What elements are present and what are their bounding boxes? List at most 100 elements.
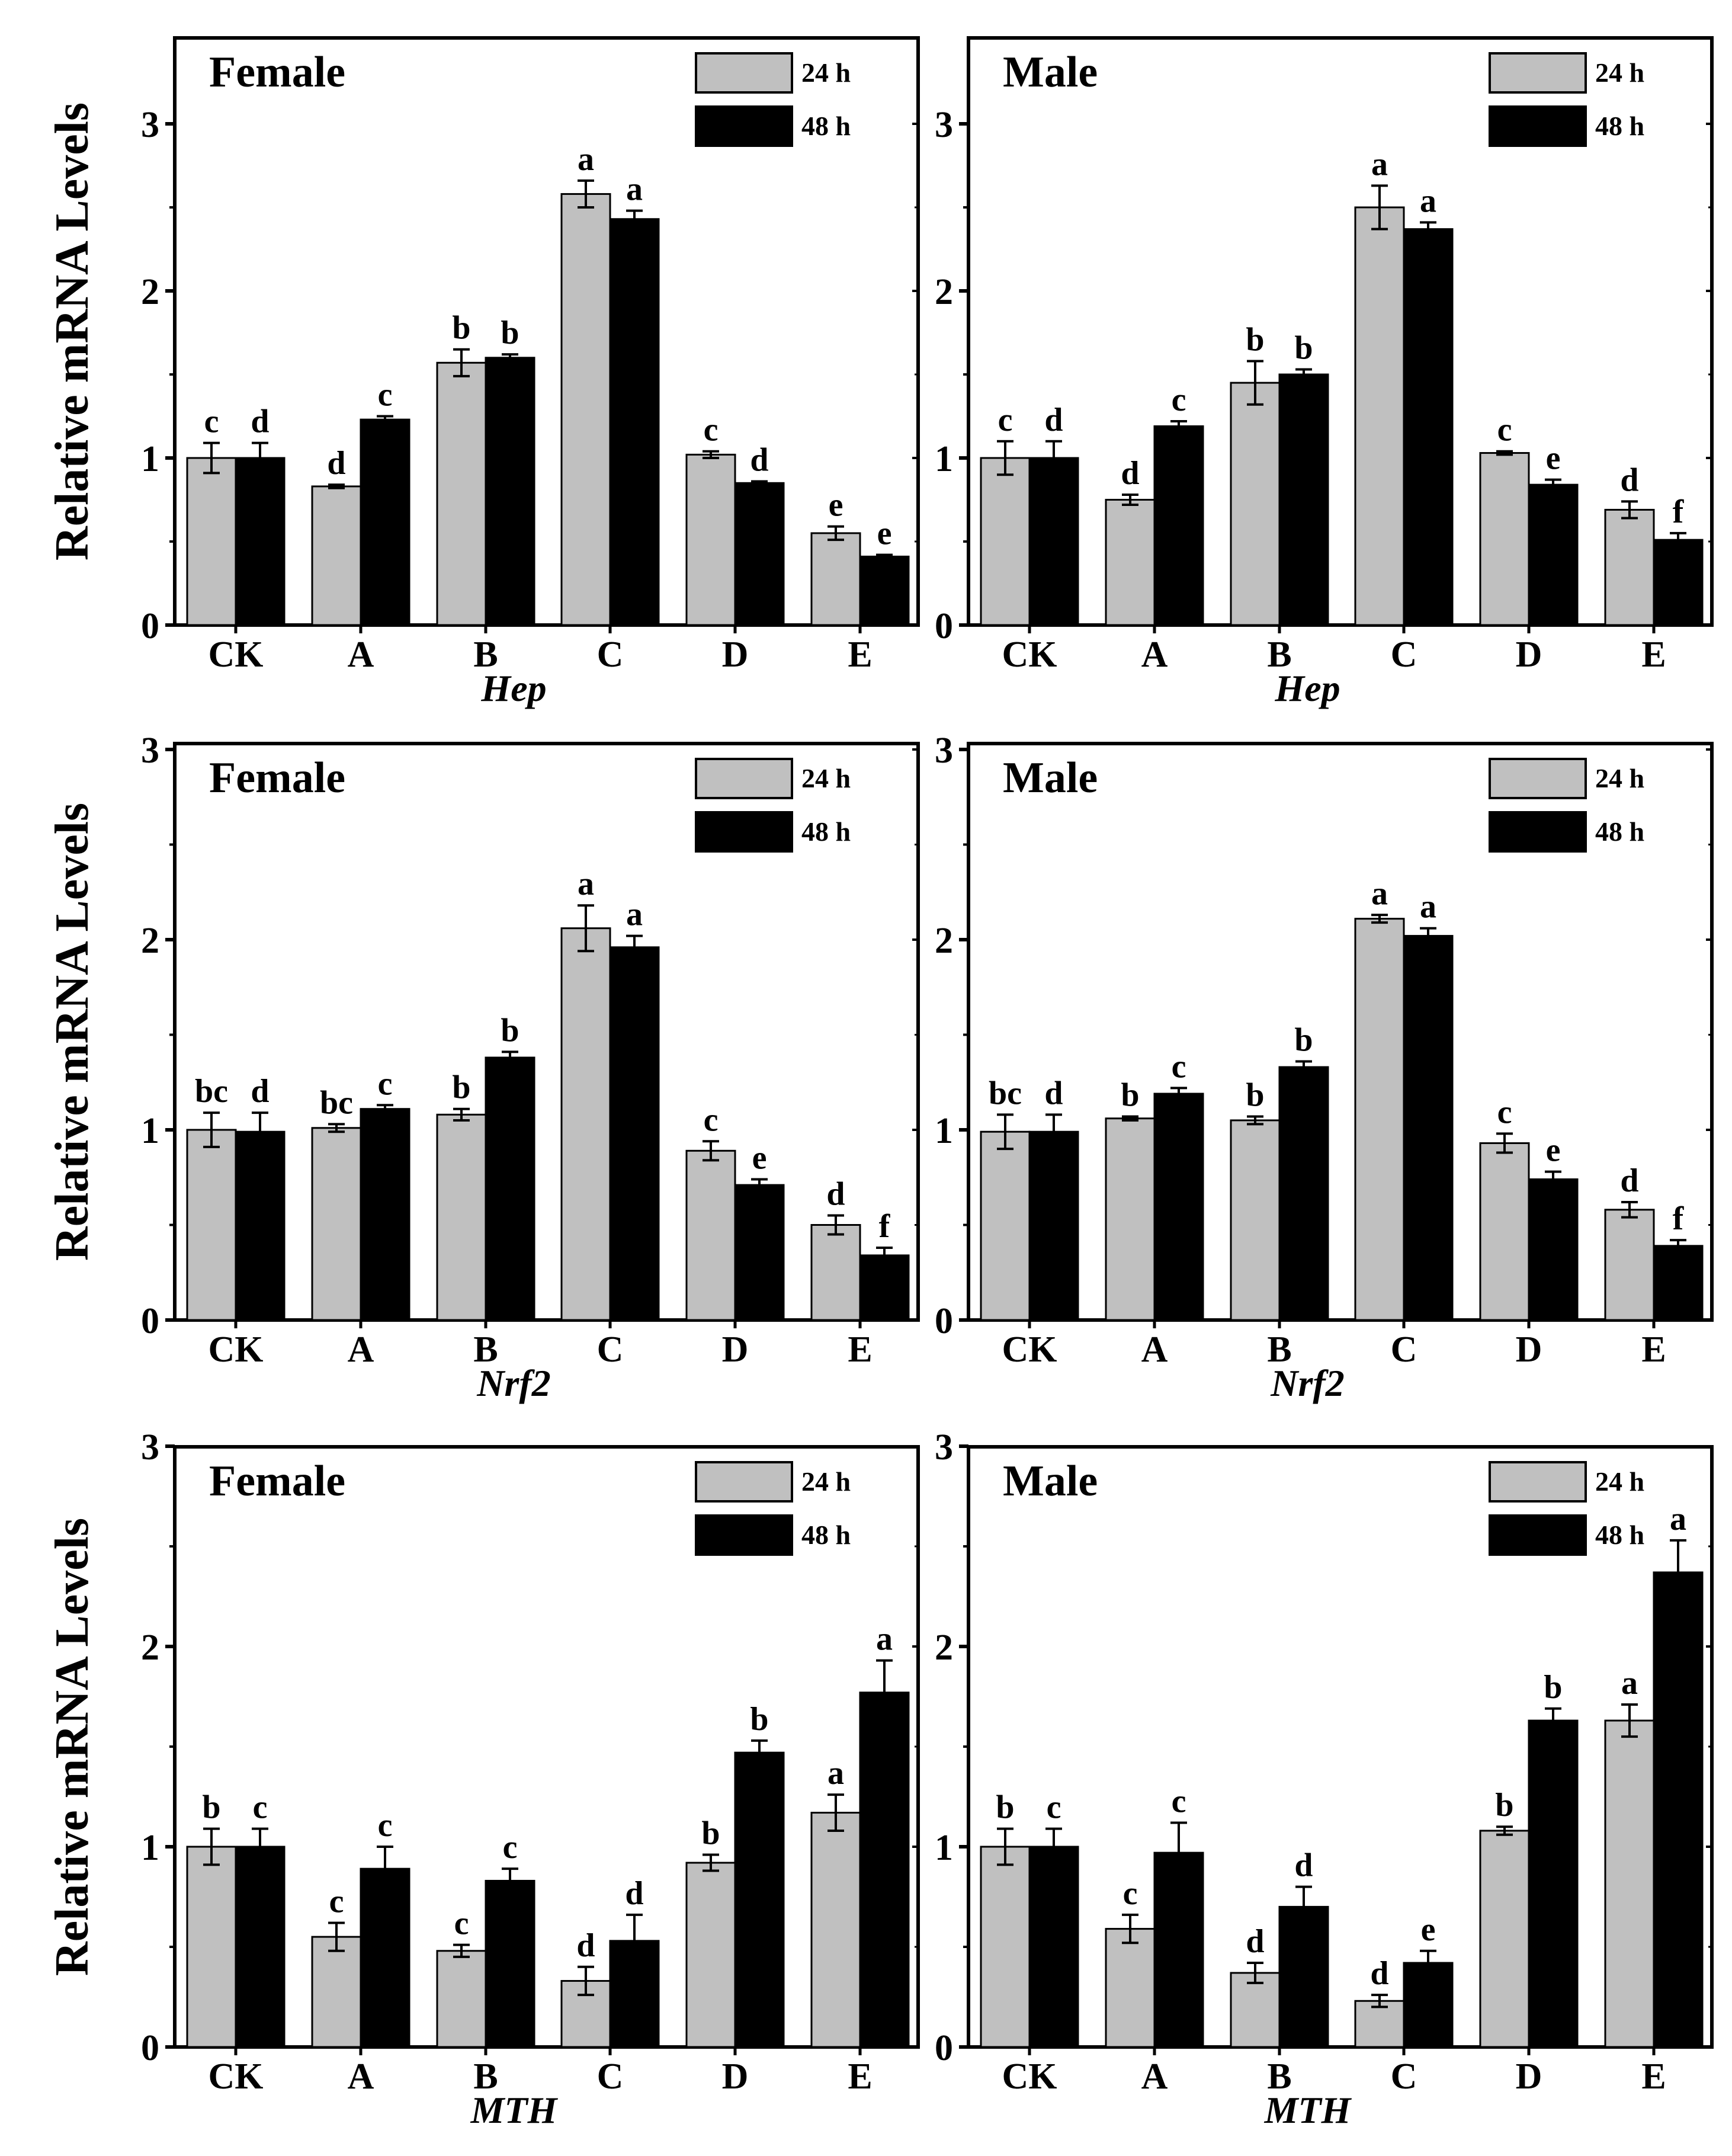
x-tick-label: C bbox=[597, 1330, 624, 1370]
panel-title: Female bbox=[209, 1457, 345, 1505]
significance-letter: bc bbox=[989, 1075, 1022, 1111]
significance-letter: a bbox=[1420, 889, 1436, 925]
significance-letter: b bbox=[1294, 1021, 1313, 1058]
bar-48h bbox=[1153, 425, 1204, 626]
bar-24h bbox=[810, 1812, 861, 2048]
significance-letter: c bbox=[378, 1807, 393, 1844]
panel-title: Male bbox=[1003, 754, 1098, 802]
significance-letter: b bbox=[202, 1789, 220, 1826]
bar-48h bbox=[609, 218, 660, 626]
significance-letter: e bbox=[1546, 1132, 1561, 1169]
bar-48h bbox=[1528, 483, 1579, 626]
significance-letter: d bbox=[576, 1927, 595, 1964]
significance-letter: c bbox=[998, 402, 1013, 438]
y-tick-label: 1 bbox=[141, 439, 159, 479]
x-tick-label: A bbox=[348, 635, 374, 675]
x-tick-label: CK bbox=[1002, 635, 1057, 675]
legend-swatch-48h bbox=[1489, 1514, 1587, 1556]
y-tick-label: 0 bbox=[141, 1301, 159, 1341]
x-tick-label: CK bbox=[1002, 2056, 1057, 2097]
significance-letter: b bbox=[996, 1789, 1014, 1826]
legend-label: 24 h bbox=[1595, 763, 1644, 793]
x-tick-label: C bbox=[597, 635, 624, 675]
x-axis-label: Nrf2 bbox=[1270, 1362, 1344, 1404]
legend-swatch-48h bbox=[695, 105, 793, 147]
y-tick-label: 2 bbox=[141, 921, 159, 961]
bar-48h bbox=[1528, 1178, 1579, 1321]
bar-24h bbox=[685, 1862, 736, 2048]
significance-letter: c bbox=[329, 1883, 344, 1920]
y-axis-labels: Relative mRNA Levels Relative mRNA Levels… bbox=[46, 102, 98, 1976]
bar-24h bbox=[1604, 508, 1655, 626]
x-tick-label: D bbox=[1516, 635, 1542, 675]
bar-24h bbox=[186, 1846, 237, 2048]
bar-24h bbox=[1479, 1142, 1530, 1321]
y-tick-label: 1 bbox=[935, 439, 953, 479]
bar-24h bbox=[1230, 1972, 1281, 2048]
y-tick-label: 3 bbox=[935, 1427, 953, 1468]
x-tick-label: A bbox=[348, 2056, 374, 2097]
bar-48h bbox=[1403, 935, 1454, 1321]
bar-24h bbox=[1230, 1119, 1281, 1321]
significance-letter: b bbox=[501, 315, 519, 351]
x-axis-label: Hep bbox=[480, 667, 546, 709]
x-tick-label: D bbox=[722, 2056, 749, 2097]
x-tick-label: B bbox=[1267, 2056, 1291, 2097]
significance-letter: a bbox=[827, 1755, 844, 1792]
significance-letter: d bbox=[1044, 402, 1063, 438]
bar-24h bbox=[1354, 2000, 1405, 2048]
y-axis-label: Relative mRNA Levels bbox=[46, 102, 98, 560]
significance-letter: d bbox=[1620, 462, 1638, 498]
x-tick-label: E bbox=[1641, 2056, 1666, 2097]
legend-label: 48 h bbox=[1595, 111, 1644, 141]
bar-24h bbox=[311, 1127, 362, 1321]
significance-letter: f bbox=[1673, 494, 1685, 530]
bar-48h bbox=[235, 1130, 286, 1321]
legend-label: 24 h bbox=[801, 763, 851, 793]
bar-24h bbox=[311, 485, 362, 626]
bar-24h bbox=[1105, 499, 1156, 626]
bar-48h bbox=[1653, 1245, 1704, 1321]
significance-letter: b bbox=[1246, 1077, 1264, 1114]
significance-letter: b bbox=[1495, 1787, 1513, 1824]
panel-title: Male bbox=[1003, 48, 1098, 97]
significance-letter: c bbox=[704, 1101, 719, 1138]
significance-letter: c bbox=[454, 1905, 469, 1942]
significance-letter: c bbox=[1497, 1094, 1512, 1130]
x-tick-label: B bbox=[1267, 1330, 1291, 1370]
significance-letter: c bbox=[378, 377, 393, 414]
x-axis-label: Nrf2 bbox=[476, 1362, 550, 1404]
x-tick-label: D bbox=[1516, 2056, 1542, 2097]
bar-24h bbox=[311, 1936, 362, 2048]
bar-24h bbox=[560, 927, 611, 1321]
significance-letter: d bbox=[1044, 1075, 1063, 1111]
x-tick-label: B bbox=[1267, 635, 1291, 675]
bar-48h bbox=[1653, 1571, 1704, 2048]
y-tick-label: 2 bbox=[141, 272, 159, 312]
significance-letter: a bbox=[1371, 146, 1388, 182]
significance-letter: c bbox=[1497, 412, 1512, 449]
significance-letter: bc bbox=[320, 1084, 353, 1121]
bar-24h bbox=[810, 1224, 861, 1321]
significance-letter: a bbox=[1621, 1665, 1638, 1702]
bar-24h bbox=[186, 457, 237, 626]
significance-letter: a bbox=[1670, 1501, 1686, 1537]
x-tick-label: A bbox=[1141, 635, 1168, 675]
bar-48h bbox=[1153, 1851, 1204, 2048]
significance-letter: a bbox=[626, 896, 643, 933]
x-tick-label: B bbox=[473, 1330, 498, 1370]
significance-letter: b bbox=[501, 1012, 519, 1049]
legend-swatch-48h bbox=[1489, 811, 1587, 853]
legend-label: 48 h bbox=[801, 816, 851, 847]
bar-48h bbox=[360, 1867, 410, 2048]
bar-24h bbox=[980, 1130, 1031, 1321]
bar-24h bbox=[436, 361, 487, 626]
y-tick-label: 1 bbox=[935, 1828, 953, 1868]
significance-letter: d bbox=[1121, 455, 1139, 492]
y-tick-label: 3 bbox=[141, 105, 159, 145]
